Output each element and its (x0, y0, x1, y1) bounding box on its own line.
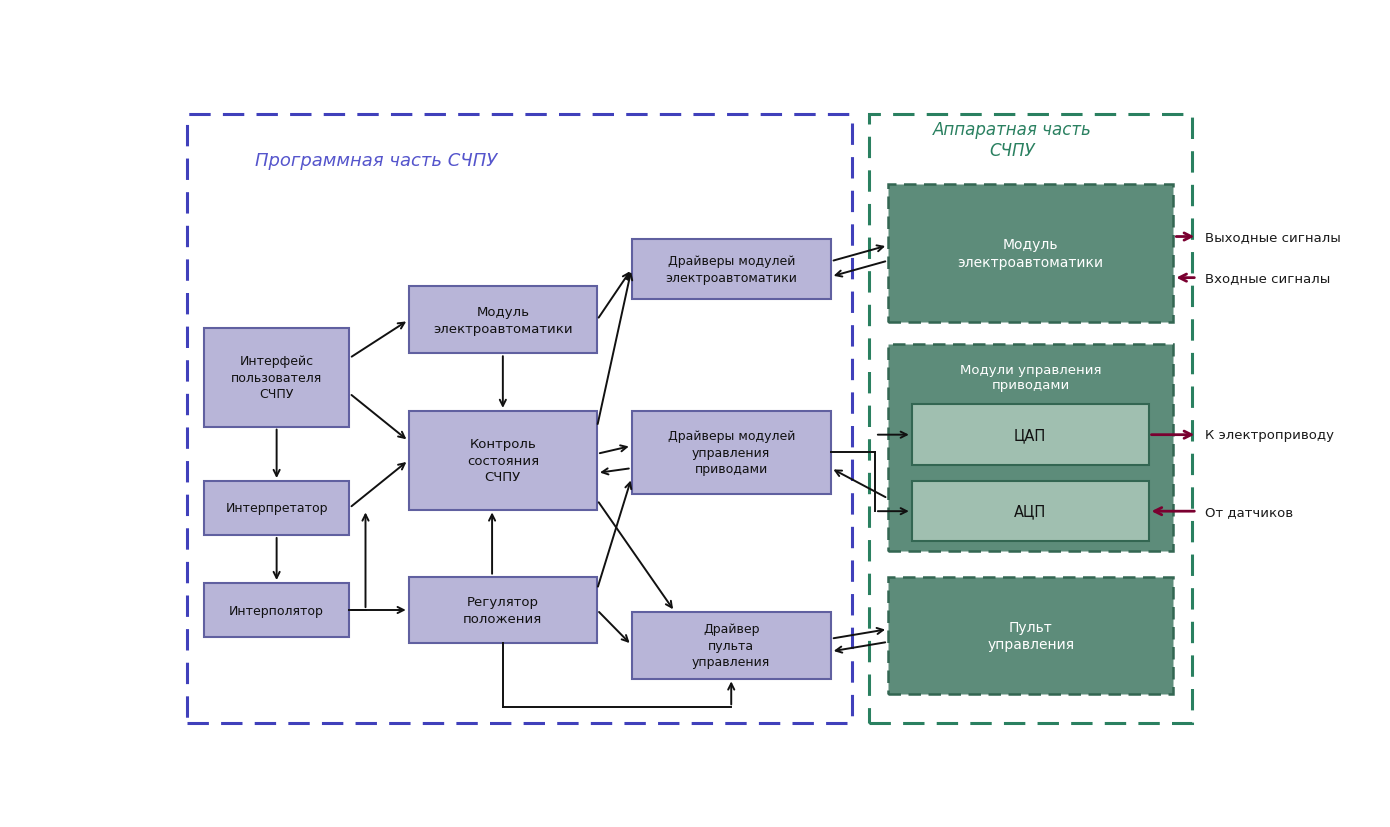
Text: Интерфейс
пользователя
СЧПУ: Интерфейс пользователя СЧПУ (231, 355, 322, 401)
Text: Пульт
управления: Пульт управления (987, 619, 1074, 652)
FancyBboxPatch shape (912, 405, 1148, 466)
FancyBboxPatch shape (631, 612, 831, 679)
FancyBboxPatch shape (409, 411, 598, 510)
FancyBboxPatch shape (409, 287, 598, 354)
Text: Аппаратная часть
СЧПУ: Аппаратная часть СЧПУ (933, 122, 1091, 160)
Text: К электроприводу: К электроприводу (1205, 428, 1333, 442)
Text: Программная часть СЧПУ: Программная часть СЧПУ (254, 152, 496, 170)
FancyBboxPatch shape (631, 239, 831, 300)
Text: Модуль
электроавтоматики: Модуль электроавтоматики (434, 306, 573, 335)
Text: Драйверы модулей
электроавтоматики: Драйверы модулей электроавтоматики (666, 255, 796, 284)
Text: Интерпретатор: Интерпретатор (225, 502, 328, 515)
FancyBboxPatch shape (912, 481, 1148, 542)
Text: От датчиков: От датчиков (1205, 505, 1293, 518)
Text: Модуль
электроавтоматики: Модуль электроавтоматики (958, 237, 1104, 270)
FancyBboxPatch shape (204, 328, 349, 428)
FancyBboxPatch shape (204, 481, 349, 535)
Text: Драйвер
пульта
управления: Драйвер пульта управления (692, 622, 770, 668)
Text: Выходные сигналы: Выходные сигналы (1205, 231, 1340, 244)
FancyBboxPatch shape (888, 577, 1173, 695)
FancyBboxPatch shape (888, 185, 1173, 322)
Text: Драйверы модулей
управления
приводами: Драйверы модулей управления приводами (667, 430, 795, 476)
Text: ЦАП: ЦАП (1015, 428, 1047, 442)
FancyBboxPatch shape (631, 411, 831, 494)
FancyBboxPatch shape (204, 583, 349, 638)
Text: Входные сигналы: Входные сигналы (1205, 272, 1330, 284)
FancyBboxPatch shape (409, 577, 598, 643)
Text: Модули управления
приводами: Модули управления приводами (960, 364, 1101, 391)
Text: Регулятор
положения: Регулятор положения (463, 595, 542, 625)
Text: АЦП: АЦП (1015, 504, 1047, 519)
Text: Контроль
состояния
СЧПУ: Контроль состояния СЧПУ (467, 437, 539, 484)
FancyBboxPatch shape (888, 344, 1173, 552)
Text: Интерполятор: Интерполятор (229, 604, 324, 617)
